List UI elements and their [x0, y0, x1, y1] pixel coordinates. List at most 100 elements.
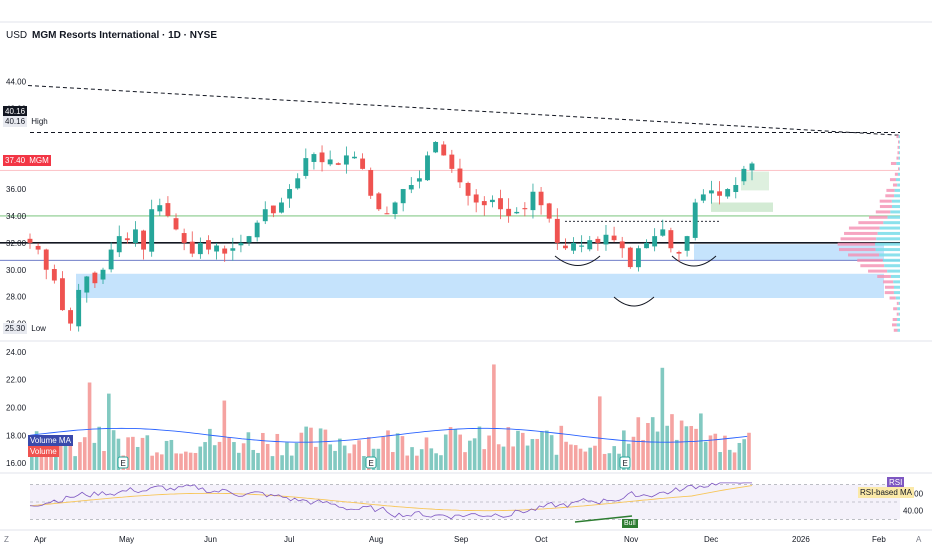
volume-bar [107, 393, 111, 470]
candle-body [579, 245, 585, 247]
volume-bar [58, 438, 63, 470]
price-tag-last: 37.40 MGM [3, 155, 51, 166]
volume-profile-bar [840, 237, 877, 241]
candle-body [279, 202, 284, 213]
candle-body [254, 222, 260, 238]
zoom-button[interactable]: Z [4, 535, 9, 544]
time-axis-label: 2026 [792, 535, 810, 544]
time-axis-label: Feb [872, 535, 886, 544]
volume-bar [674, 439, 679, 470]
volume-profile-bar [896, 323, 900, 327]
candle-body [214, 245, 220, 252]
candle-body [587, 240, 593, 250]
volume-profile-bar [898, 156, 900, 160]
candle-body [473, 194, 479, 203]
candle-body [498, 198, 503, 210]
volume-axis-tick: 20.00 [6, 404, 27, 413]
volume-profile-bar [884, 264, 900, 268]
candle-body [124, 238, 130, 241]
candle-body [141, 230, 147, 250]
candle-body [238, 242, 244, 246]
volume-profile-bar [899, 145, 900, 149]
volume-profile-bar [891, 205, 900, 209]
symbol-title[interactable]: MGM Resorts International · 1D · NYSE [32, 30, 218, 41]
volume-profile-bar [886, 188, 895, 192]
price-tag-high-value: 40.16 [3, 116, 28, 127]
candle-body [489, 199, 495, 203]
candle-body [343, 155, 349, 165]
time-axis-label: Nov [624, 535, 638, 544]
volume-axis-tick: 18.00 [6, 431, 27, 440]
time-axis-label: Aug [369, 535, 383, 544]
volume-bar [366, 437, 371, 470]
volume-bar [410, 447, 414, 470]
volume-bar [400, 436, 405, 470]
volume-profile-bar [896, 312, 899, 316]
volume-profile-bar [868, 269, 888, 273]
volume-bar [140, 437, 145, 470]
volume-profile-bar [875, 248, 900, 252]
volume-bar [304, 426, 308, 470]
price-tag-low-value: 25.30 [3, 323, 28, 334]
volume-bar [97, 426, 101, 470]
demand-zone [694, 244, 884, 261]
left-shoulder-arc [554, 255, 601, 266]
volume-bar [265, 443, 270, 470]
candle-body [635, 248, 641, 268]
candle-body [644, 242, 649, 249]
volume-profile-bar [893, 291, 900, 295]
candle-body [725, 189, 731, 197]
rsi-ma-line [29, 485, 753, 512]
volume-profile-bar [868, 215, 888, 219]
volume-profile-bar [897, 183, 900, 187]
volume-bar [251, 449, 256, 470]
volume-profile-bar [858, 221, 884, 225]
candle-body [408, 185, 414, 190]
volume-bar [530, 439, 535, 470]
candle-body [352, 156, 357, 159]
volume-bar [569, 444, 573, 470]
time-axis-label: Apr [34, 535, 47, 544]
volume-profile-bar [882, 258, 900, 262]
candle-body [449, 154, 455, 169]
volume-profile-bar [891, 323, 897, 327]
candle-body [538, 191, 544, 206]
demand-zone [76, 273, 884, 298]
candle-body [441, 144, 447, 156]
candle-body [733, 185, 739, 193]
volume-bar [217, 441, 222, 470]
volume-bar [578, 448, 583, 470]
candle-body [717, 191, 722, 196]
candle-body [562, 245, 568, 249]
volume-profile-bar [889, 178, 896, 182]
volume-bar [684, 426, 689, 470]
volume-profile-bar [893, 285, 900, 289]
volume-bar [318, 428, 323, 470]
candle-body [60, 278, 65, 311]
volume-bar [559, 425, 564, 470]
price-axis-tick: 34.00 [6, 212, 27, 221]
volume-profile-bar [896, 156, 899, 160]
volume-bar [236, 452, 241, 470]
volume-bar [597, 396, 602, 470]
candle-body [457, 168, 463, 183]
candle-body [514, 211, 520, 214]
auto-scale-button[interactable]: A [916, 535, 922, 544]
volume-profile-bar [896, 135, 899, 139]
candle-body [149, 209, 155, 252]
time-axis-label: Dec [704, 535, 718, 544]
volume-bar [631, 436, 636, 470]
candle-body [35, 245, 41, 250]
volume-profile-bar [895, 296, 900, 300]
volume-bar [135, 446, 140, 470]
earnings-marker-text: E [369, 459, 374, 468]
volume-bar [641, 439, 645, 470]
volume-bar [246, 432, 251, 470]
volume-bar [126, 437, 130, 470]
volume-bar [313, 446, 318, 470]
volume-profile-bar [889, 296, 896, 300]
volume-bar [583, 451, 588, 470]
volume-profile-bar [875, 210, 891, 214]
volume-profile-bar [898, 140, 900, 144]
